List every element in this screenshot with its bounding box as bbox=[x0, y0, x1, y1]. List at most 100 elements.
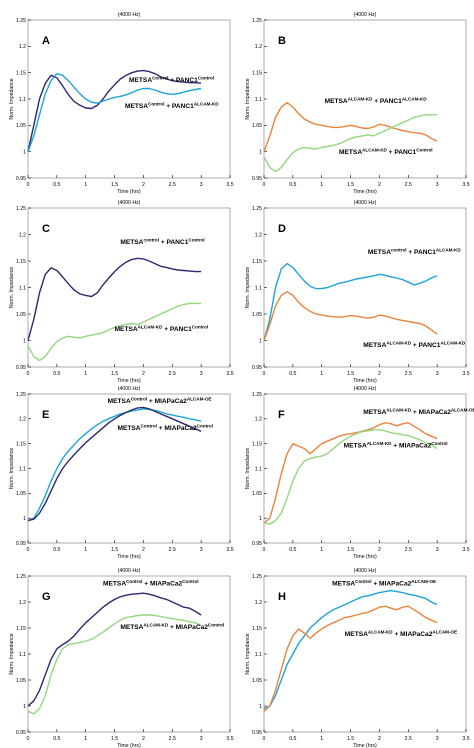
x-tick-label: 3.5 bbox=[226, 547, 233, 553]
x-tick-label: 0.5 bbox=[289, 182, 296, 188]
x-tick-label: 3 bbox=[436, 736, 439, 742]
y-tick-label: 1.1 bbox=[255, 466, 262, 472]
y-tick-label: 1.25 bbox=[252, 18, 262, 24]
x-tick-label: 3 bbox=[436, 371, 439, 377]
panel-d: 0 0.5 1 1.5 2 2.5 3 3.5 0.95 1 1.05 1.1 1.15 1.2 1.25 (… bbox=[245, 200, 470, 384]
x-tick-label: 0.5 bbox=[53, 182, 60, 188]
x-tick-label: 0.5 bbox=[53, 371, 60, 377]
x-axis-label: Time (hrs) bbox=[353, 189, 377, 195]
panel-e: 0 0.5 1 1.5 2 2.5 3 3.5 0.95 1 1.05 1.1 1.15 1.2 1.25 (… bbox=[9, 386, 234, 560]
series-line-green bbox=[27, 614, 202, 715]
x-tick-label: 2 bbox=[142, 371, 145, 377]
x-tick-label: 0 bbox=[27, 182, 30, 188]
x-tick-label: 1.5 bbox=[347, 182, 354, 188]
x-tick-label: 2 bbox=[142, 182, 145, 188]
y-tick-label: 0.95 bbox=[16, 365, 26, 371]
y-axis-label: Norm. Impedance bbox=[9, 78, 15, 119]
series-line-green bbox=[263, 429, 438, 525]
series-annotation: METSAALCAM-KD + MIAPaCa2ALCAM-OE bbox=[345, 629, 457, 638]
series-line-dark bbox=[27, 592, 202, 707]
x-tick-label: 1 bbox=[84, 182, 87, 188]
y-tick-label: 0.95 bbox=[16, 730, 26, 736]
series-annotation: METSAControl + PANC1Control bbox=[129, 76, 214, 85]
y-tick-label: 1.05 bbox=[16, 312, 26, 318]
series-annotation: METSAcontrol + PANC1Control bbox=[120, 238, 204, 247]
series-line-green bbox=[263, 114, 438, 173]
x-tick-label: 2 bbox=[142, 547, 145, 553]
panel-letter: D bbox=[278, 223, 286, 235]
x-tick-label: 1.5 bbox=[111, 182, 118, 188]
y-tick-label: 1.15 bbox=[252, 70, 262, 76]
x-tick-label: 2 bbox=[142, 736, 145, 742]
y-tick-label: 1.1 bbox=[255, 652, 262, 658]
y-axis-label: Norm. Impedance bbox=[9, 448, 15, 489]
series-line-orange bbox=[263, 422, 438, 524]
panel-b: 0 0.5 1 1.5 2 2.5 3 3.5 0.95 1 1.05 1.1 1.15 1.2 1.25 (… bbox=[245, 12, 470, 195]
y-tick-label: 0.95 bbox=[252, 730, 262, 736]
x-tick-label: 1.5 bbox=[347, 736, 354, 742]
plot-frame bbox=[263, 393, 467, 544]
x-tick-label: 2.5 bbox=[405, 182, 412, 188]
x-tick-label: 0.5 bbox=[53, 736, 60, 742]
x-tick-label: 0.5 bbox=[53, 547, 60, 553]
x-tick-label: 3 bbox=[200, 371, 203, 377]
chart-title: (4000 Hz) bbox=[354, 12, 377, 18]
y-tick-label: 1.25 bbox=[16, 392, 26, 398]
series-annotation: METSAALCAM-KD + PANC1Control bbox=[339, 147, 433, 156]
x-axis-label: Time (hrs) bbox=[117, 378, 141, 384]
x-tick-label: 0 bbox=[263, 736, 266, 742]
plot-frame bbox=[263, 207, 467, 368]
y-tick-label: 1 bbox=[259, 704, 262, 710]
x-tick-label: 0.5 bbox=[289, 736, 296, 742]
x-tick-label: 2.5 bbox=[169, 736, 176, 742]
x-tick-label: 3.5 bbox=[462, 547, 469, 553]
x-tick-label: 0.5 bbox=[289, 371, 296, 377]
x-tick-label: 3.5 bbox=[226, 371, 233, 377]
panel-letter: A bbox=[42, 35, 50, 47]
y-tick-label: 1.25 bbox=[252, 206, 262, 212]
x-tick-label: 1 bbox=[320, 182, 323, 188]
y-tick-label: 1.1 bbox=[19, 97, 26, 103]
y-tick-label: 1.1 bbox=[255, 97, 262, 103]
y-tick-label: 1 bbox=[23, 516, 26, 522]
y-tick-label: 0.95 bbox=[16, 176, 26, 182]
x-axis-label: Time (hrs) bbox=[353, 554, 377, 560]
y-tick-label: 1.2 bbox=[19, 232, 26, 238]
x-tick-label: 1.5 bbox=[347, 371, 354, 377]
y-tick-label: 1.15 bbox=[16, 259, 26, 265]
y-tick-label: 0.95 bbox=[252, 541, 262, 547]
x-tick-label: 3.5 bbox=[226, 736, 233, 742]
plot-frame bbox=[27, 575, 231, 733]
x-tick-label: 0 bbox=[27, 371, 30, 377]
y-tick-label: 1.05 bbox=[16, 678, 26, 684]
x-axis-label: Time (hrs) bbox=[353, 378, 377, 384]
x-tick-label: 0 bbox=[263, 182, 266, 188]
series-line-green bbox=[27, 302, 202, 362]
y-tick-label: 1.15 bbox=[16, 70, 26, 76]
x-tick-label: 2 bbox=[378, 182, 381, 188]
x-tick-label: 1.5 bbox=[347, 547, 354, 553]
x-tick-label: 1.5 bbox=[111, 547, 118, 553]
series-annotation: METSAALCAM-KD + PANC1ALCAM-KD bbox=[363, 340, 466, 349]
panel-letter: G bbox=[42, 591, 51, 603]
y-axis-label: Norm. Impedance bbox=[245, 267, 251, 308]
panel-letter: F bbox=[278, 409, 285, 421]
y-tick-label: 1.25 bbox=[252, 574, 262, 580]
panel-letter: B bbox=[278, 35, 286, 47]
y-tick-label: 1.2 bbox=[19, 417, 26, 423]
series-line-light bbox=[27, 73, 202, 152]
y-axis-label: Norm. Impedance bbox=[245, 633, 251, 674]
y-tick-label: 1.1 bbox=[19, 466, 26, 472]
x-tick-label: 1.5 bbox=[111, 736, 118, 742]
series-line-dark bbox=[27, 257, 202, 341]
x-tick-label: 3 bbox=[436, 547, 439, 553]
plot-frame bbox=[27, 393, 231, 544]
panel-letter: C bbox=[42, 223, 50, 235]
series-annotation: METSAALCAM-KD + MIAPaCa2ALCAM-OE bbox=[363, 407, 474, 416]
chart-title: (4000 Hz) bbox=[118, 12, 141, 18]
y-tick-label: 1.15 bbox=[252, 441, 262, 447]
chart-title: (4000 Hz) bbox=[118, 568, 141, 574]
y-tick-label: 1 bbox=[259, 516, 262, 522]
series-annotation: METSAALCAM-KD + PANC1ALCAM-KD bbox=[325, 97, 428, 106]
